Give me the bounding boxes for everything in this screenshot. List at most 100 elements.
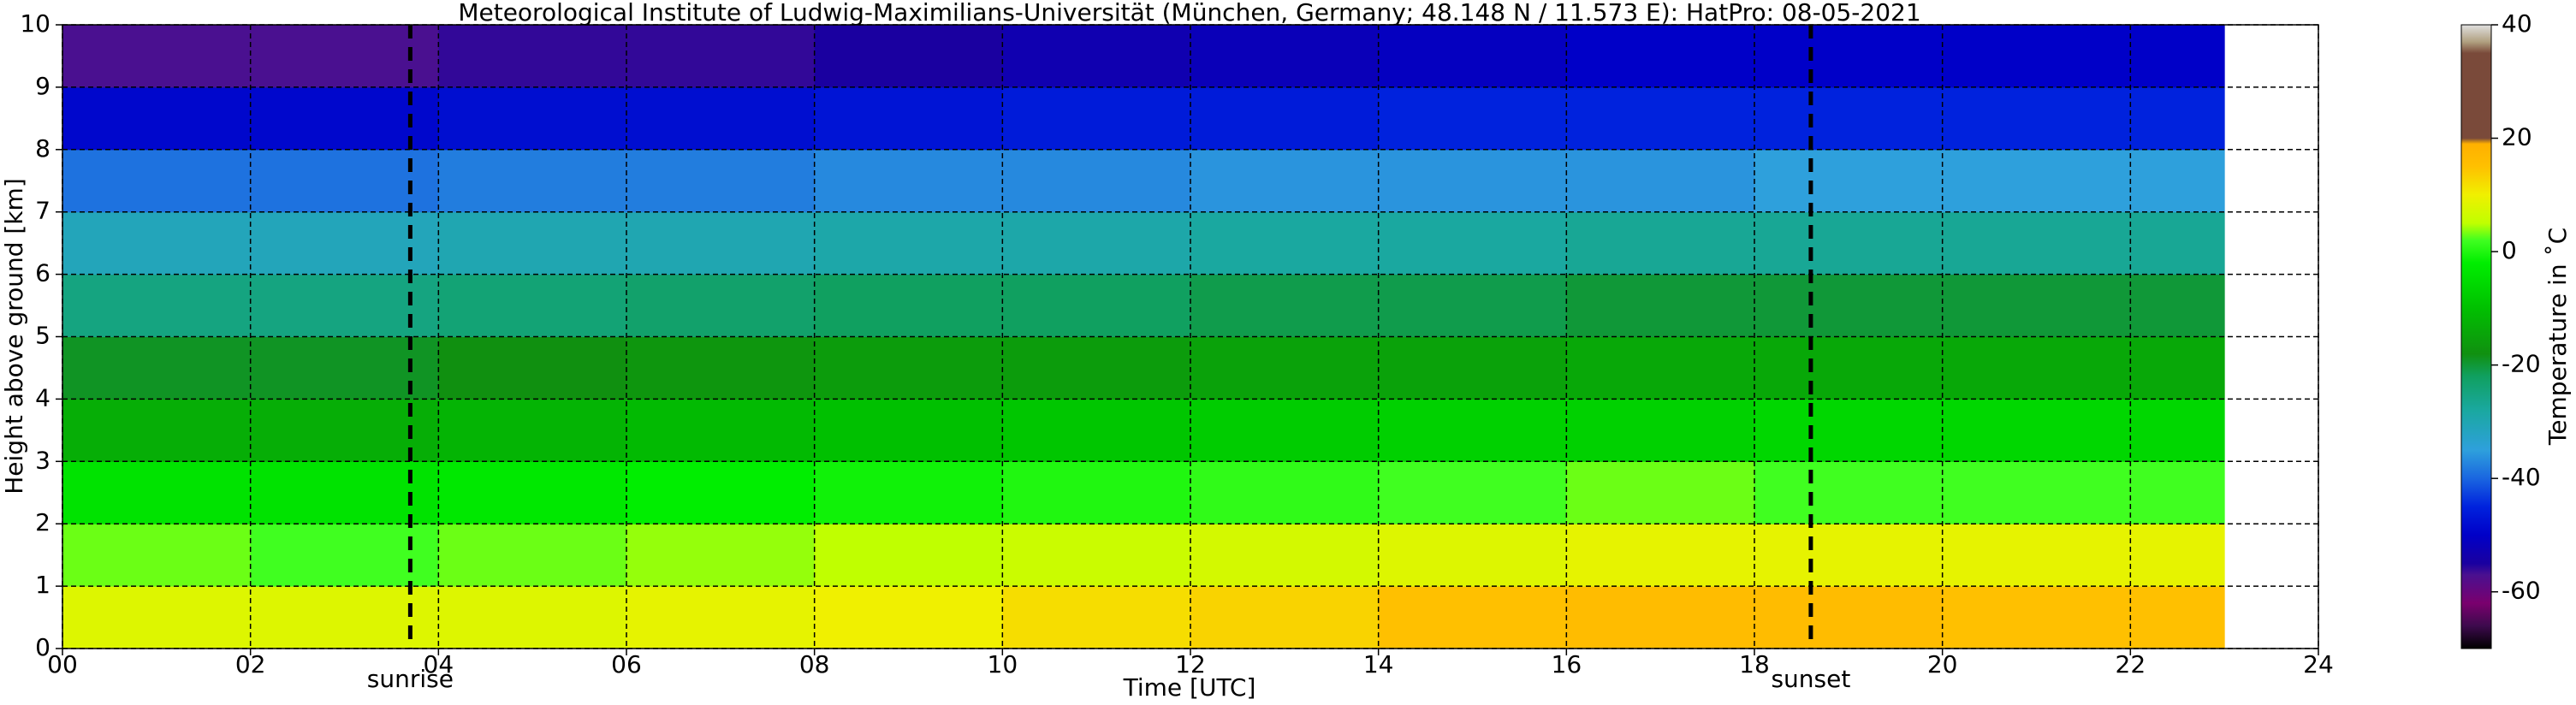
- heatmap-cell: [438, 461, 627, 524]
- chart-title: Meteorological Institute of Ludwig-Maxim…: [458, 0, 1920, 27]
- heatmap-cell: [62, 211, 252, 275]
- heatmap-cell: [814, 149, 1003, 213]
- annotation-label: sunset: [1771, 665, 1850, 693]
- x-tick-label: 04: [424, 650, 454, 678]
- heatmap-cell: [1002, 211, 1191, 275]
- heatmap-cell: [1190, 274, 1380, 337]
- heatmap-cell: [62, 524, 252, 587]
- heatmap-cell: [2130, 586, 2225, 649]
- colorbar-tick-label: -40: [2502, 463, 2541, 491]
- heatmap-cell: [250, 86, 439, 151]
- heatmap-cell: [250, 336, 439, 400]
- y-tick-label: 9: [35, 72, 50, 100]
- heatmap-cell: [1754, 399, 1944, 462]
- heatmap-cell: [1378, 461, 1567, 524]
- heatmap-cell: [438, 586, 627, 649]
- heatmap-cell: [626, 336, 816, 400]
- heatmap-cell: [250, 274, 439, 337]
- heatmap-cell: [1566, 211, 1755, 275]
- heatmap-cell: [1754, 211, 1944, 275]
- heatmap-cell: [62, 336, 252, 400]
- y-tick-label: 2: [35, 508, 50, 536]
- x-axis-label: Time [UTC]: [1123, 673, 1256, 702]
- heatmap-cell: [1190, 25, 1380, 88]
- heatmap-cell: [814, 399, 1003, 462]
- heatmap-cell: [1942, 25, 2131, 88]
- heatmap-cell: [1754, 25, 1944, 88]
- x-tick-label: 20: [1927, 650, 1958, 678]
- heatmap-cell: [62, 274, 252, 337]
- colorbar: [2460, 24, 2492, 649]
- y-tick-label: 1: [35, 571, 50, 599]
- heatmap-cell: [1378, 149, 1567, 213]
- heatmap-cell: [2130, 524, 2225, 587]
- heatmap-cell: [2130, 399, 2225, 462]
- heatmap-cell: [62, 86, 252, 151]
- heatmap-cell: [1566, 524, 1755, 587]
- heatmap-cell: [814, 211, 1003, 275]
- x-tick-label: 00: [47, 650, 78, 678]
- heatmap-cell: [62, 399, 252, 462]
- x-tick-label: 06: [611, 650, 642, 678]
- heatmap-cell: [1190, 524, 1380, 587]
- heatmap-cell: [250, 149, 439, 213]
- heatmap-cell: [62, 25, 252, 88]
- heatmap-cell: [1002, 25, 1191, 88]
- heatmap-cell: [438, 524, 627, 587]
- heatmap-cell: [626, 86, 816, 151]
- heatmap-cell: [626, 274, 816, 337]
- heatmap-cell: [1190, 336, 1380, 400]
- heatmap-cell: [1754, 274, 1944, 337]
- heatmap-cell: [814, 461, 1003, 524]
- heatmap-cell: [1190, 149, 1380, 213]
- y-axis-label: Height above ground [km]: [0, 178, 28, 495]
- plot-frame: [62, 24, 2319, 649]
- heatmap-cell: [1566, 399, 1755, 462]
- heatmap-cell: [1754, 586, 1944, 649]
- heatmap-cell: [1566, 86, 1755, 151]
- heatmap-cell: [438, 25, 627, 88]
- heatmap-cell: [1002, 149, 1191, 213]
- heatmap-cell: [814, 86, 1003, 151]
- x-tick-label: 16: [1552, 650, 1582, 678]
- y-tick-label: 5: [35, 322, 50, 350]
- heatmap-cell: [250, 461, 439, 524]
- x-tick-label: 18: [1739, 650, 1770, 678]
- x-tick-label: 14: [1363, 650, 1394, 678]
- heatmap-cell: [62, 461, 252, 524]
- heatmap-cell: [1942, 336, 2131, 400]
- heatmap-cell: [1754, 149, 1944, 213]
- heatmap-cell: [250, 25, 439, 88]
- heatmap-cell: [814, 586, 1003, 649]
- heatmap-cell: [2130, 274, 2225, 337]
- y-tick-label: 3: [35, 446, 50, 474]
- heatmap-cell: [2130, 211, 2225, 275]
- heatmap-cell: [1754, 461, 1944, 524]
- y-tick-label: 0: [35, 633, 50, 661]
- heatmap-cell: [250, 211, 439, 275]
- heatmap-cell: [1378, 274, 1567, 337]
- heatmap-cell: [1378, 586, 1567, 649]
- heatmap-cell: [1942, 461, 2131, 524]
- y-tick-label: 8: [35, 134, 50, 163]
- heatmap-cell: [1002, 274, 1191, 337]
- heatmap-cell: [626, 461, 816, 524]
- colorbar-tick-label: 40: [2502, 9, 2532, 38]
- colorbar-tick-label: -20: [2502, 350, 2541, 378]
- heatmap-cell: [1002, 586, 1191, 649]
- heatmap-cell: [250, 399, 439, 462]
- heatmap-cell: [1566, 25, 1755, 88]
- x-tick-label: 12: [1175, 650, 1206, 678]
- heatmap-cell: [626, 149, 816, 213]
- heatmap-cell: [1378, 524, 1567, 587]
- heatmap-cell: [1002, 524, 1191, 587]
- heatmap-cell: [1002, 336, 1191, 400]
- x-tick-label: 22: [2116, 650, 2146, 678]
- heatmap-cell: [2130, 86, 2225, 151]
- heatmap-cell: [1566, 274, 1755, 337]
- heatmap-cell: [626, 524, 816, 587]
- heatmap-cell: [1378, 336, 1567, 400]
- heatmap-cell: [250, 524, 439, 587]
- heatmap-cell: [438, 336, 627, 400]
- heatmap-cell: [1378, 211, 1567, 275]
